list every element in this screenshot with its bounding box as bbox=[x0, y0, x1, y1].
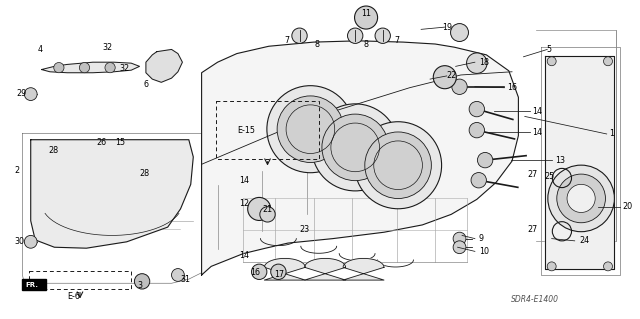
Text: 23: 23 bbox=[300, 225, 310, 234]
Text: 7: 7 bbox=[284, 36, 289, 45]
Polygon shape bbox=[22, 279, 46, 290]
Circle shape bbox=[548, 165, 614, 232]
Text: 8: 8 bbox=[364, 40, 369, 48]
Circle shape bbox=[365, 132, 431, 198]
Polygon shape bbox=[146, 49, 182, 82]
Text: 27: 27 bbox=[527, 225, 538, 234]
Circle shape bbox=[471, 173, 486, 188]
Text: 14: 14 bbox=[239, 251, 250, 260]
Circle shape bbox=[271, 264, 286, 279]
Text: 20: 20 bbox=[622, 202, 632, 211]
Circle shape bbox=[477, 152, 493, 168]
Text: 13: 13 bbox=[556, 156, 566, 165]
Text: 12: 12 bbox=[239, 199, 250, 208]
Text: FR.: FR. bbox=[26, 282, 38, 287]
Polygon shape bbox=[31, 140, 193, 248]
Text: 14: 14 bbox=[532, 128, 543, 137]
Circle shape bbox=[469, 101, 484, 117]
Circle shape bbox=[24, 88, 37, 100]
Bar bbox=[29, 271, 131, 289]
Circle shape bbox=[24, 235, 37, 248]
Circle shape bbox=[260, 207, 275, 222]
Circle shape bbox=[375, 28, 390, 43]
Text: 24: 24 bbox=[579, 236, 589, 245]
Circle shape bbox=[452, 79, 467, 94]
Circle shape bbox=[604, 262, 612, 271]
Circle shape bbox=[322, 114, 388, 181]
Text: 3: 3 bbox=[137, 281, 142, 290]
Circle shape bbox=[267, 86, 354, 173]
Text: 17: 17 bbox=[274, 271, 284, 279]
Text: 29: 29 bbox=[16, 89, 26, 98]
Text: 21: 21 bbox=[262, 205, 273, 214]
Circle shape bbox=[252, 264, 267, 279]
Circle shape bbox=[54, 63, 64, 73]
Circle shape bbox=[547, 57, 556, 66]
Circle shape bbox=[355, 6, 378, 29]
Bar bbox=[216, 101, 319, 159]
Text: 7: 7 bbox=[394, 36, 399, 45]
Text: 8: 8 bbox=[314, 40, 319, 48]
Text: 27: 27 bbox=[527, 170, 538, 179]
Circle shape bbox=[348, 28, 363, 43]
Polygon shape bbox=[343, 258, 384, 280]
Circle shape bbox=[433, 66, 456, 89]
Circle shape bbox=[172, 269, 184, 281]
Text: 5: 5 bbox=[547, 45, 552, 54]
Circle shape bbox=[453, 232, 466, 245]
Circle shape bbox=[277, 96, 344, 162]
Circle shape bbox=[451, 24, 468, 41]
Circle shape bbox=[604, 57, 612, 66]
Text: 14: 14 bbox=[532, 107, 543, 115]
Text: 28: 28 bbox=[140, 169, 150, 178]
Circle shape bbox=[355, 122, 442, 209]
Text: SDR4-E1400: SDR4-E1400 bbox=[511, 295, 559, 304]
Text: 19: 19 bbox=[442, 23, 452, 32]
Text: 11: 11 bbox=[361, 9, 371, 18]
Text: 31: 31 bbox=[180, 275, 191, 284]
Text: 2: 2 bbox=[14, 166, 19, 175]
Text: 1: 1 bbox=[609, 130, 614, 138]
Circle shape bbox=[79, 63, 90, 73]
Text: 18: 18 bbox=[479, 58, 489, 67]
Text: 28: 28 bbox=[49, 146, 59, 155]
Text: 15: 15 bbox=[115, 138, 125, 147]
Polygon shape bbox=[545, 56, 614, 269]
Text: 22: 22 bbox=[446, 71, 456, 80]
Circle shape bbox=[248, 197, 271, 220]
Text: E-15: E-15 bbox=[237, 126, 255, 135]
Text: 14: 14 bbox=[239, 176, 250, 185]
Polygon shape bbox=[202, 41, 518, 275]
Text: 10: 10 bbox=[479, 247, 489, 256]
Circle shape bbox=[547, 262, 556, 271]
Circle shape bbox=[312, 104, 399, 191]
Text: 4: 4 bbox=[37, 45, 42, 54]
Text: 16: 16 bbox=[507, 83, 517, 92]
Circle shape bbox=[292, 28, 307, 43]
Circle shape bbox=[105, 63, 115, 73]
Text: 6: 6 bbox=[143, 80, 148, 89]
Circle shape bbox=[567, 184, 595, 212]
Polygon shape bbox=[264, 258, 305, 280]
Polygon shape bbox=[305, 258, 346, 280]
Text: 16: 16 bbox=[250, 268, 260, 277]
Circle shape bbox=[557, 174, 605, 223]
Text: 32: 32 bbox=[102, 43, 113, 52]
Text: 26: 26 bbox=[96, 138, 106, 147]
Circle shape bbox=[453, 241, 466, 254]
Text: 30: 30 bbox=[14, 237, 24, 246]
Circle shape bbox=[467, 53, 487, 73]
Text: 32: 32 bbox=[120, 64, 130, 73]
Circle shape bbox=[134, 274, 150, 289]
Text: 25: 25 bbox=[544, 172, 554, 181]
Text: E-6: E-6 bbox=[67, 292, 80, 300]
Polygon shape bbox=[42, 62, 140, 73]
Circle shape bbox=[469, 122, 484, 138]
Text: 9: 9 bbox=[479, 234, 484, 243]
